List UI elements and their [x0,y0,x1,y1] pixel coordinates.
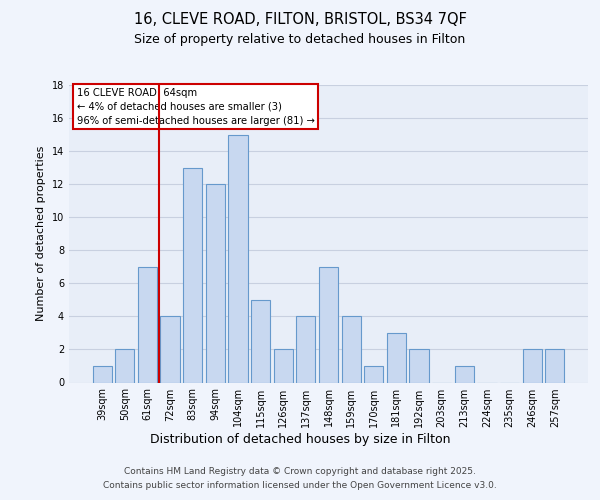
Bar [523,350,542,382]
Bar [364,366,383,382]
Y-axis label: Number of detached properties: Number of detached properties [36,146,46,322]
Text: Size of property relative to detached houses in Filton: Size of property relative to detached ho… [134,32,466,46]
Text: Contains public sector information licensed under the Open Government Licence v3: Contains public sector information licen… [103,481,497,490]
Bar [115,350,134,382]
Bar [296,316,316,382]
Bar [138,267,157,382]
Bar [387,333,406,382]
Bar [92,366,112,382]
Bar [319,267,338,382]
Bar [455,366,474,382]
Text: Contains HM Land Registry data © Crown copyright and database right 2025.: Contains HM Land Registry data © Crown c… [124,468,476,476]
Text: Distribution of detached houses by size in Filton: Distribution of detached houses by size … [150,432,450,446]
Bar [206,184,225,382]
Text: 16 CLEVE ROAD: 64sqm
← 4% of detached houses are smaller (3)
96% of semi-detache: 16 CLEVE ROAD: 64sqm ← 4% of detached ho… [77,88,314,126]
Bar [183,168,202,382]
Bar [409,350,428,382]
Bar [160,316,180,382]
Bar [251,300,270,382]
Bar [274,350,293,382]
Bar [341,316,361,382]
Bar [545,350,565,382]
Text: 16, CLEVE ROAD, FILTON, BRISTOL, BS34 7QF: 16, CLEVE ROAD, FILTON, BRISTOL, BS34 7Q… [134,12,466,28]
Bar [229,134,248,382]
